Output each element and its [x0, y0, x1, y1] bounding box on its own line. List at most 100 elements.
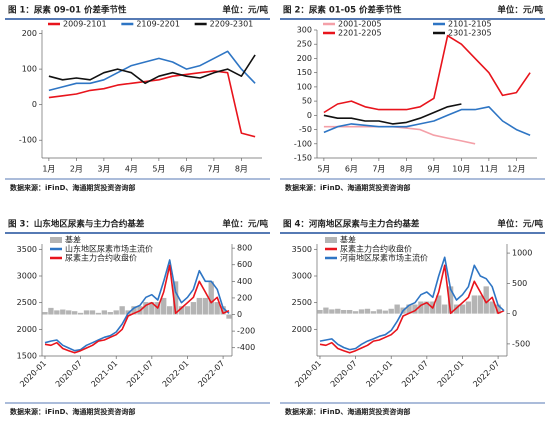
- legend-label: 山东地区尿素市场主流价: [65, 244, 153, 254]
- x-tick-label: 6月: [180, 165, 193, 174]
- y2-tick-label: -200: [237, 327, 255, 336]
- legend-label: 尿素主力合约收盘价: [340, 244, 412, 254]
- basis-bar: [364, 308, 371, 314]
- basis-bar: [447, 286, 454, 314]
- y-tick-label: 200: [297, 54, 312, 63]
- x-tick-label: 9月: [427, 165, 440, 174]
- basis-bar: [95, 312, 102, 315]
- x-tick-label: 2022-07: [196, 359, 226, 389]
- legend-label: 2301-2305: [448, 29, 492, 38]
- y-tick-label: -150: [294, 154, 312, 163]
- y2-tick-label: 200: [237, 293, 252, 302]
- basis-bar: [329, 309, 335, 314]
- basis-bar: [394, 304, 400, 314]
- y-tick-label: 250: [297, 40, 312, 49]
- legend-swatch: [325, 237, 337, 243]
- basis-bar: [202, 297, 208, 315]
- x-tick-label: 2022-07: [471, 359, 501, 389]
- x-tick-label: 6月: [345, 165, 358, 174]
- legend-label: 2009-2101: [63, 20, 107, 29]
- series-line: [44, 264, 230, 354]
- source-note: 数据来源：iFinD、海通期货投资咨询部: [285, 183, 410, 192]
- x-tick-label: 12月: [507, 165, 525, 174]
- y-tick-label: 3500: [17, 245, 37, 254]
- y-tick-label: 2000: [17, 325, 37, 334]
- chart-title: 图 3：山东地区尿素与主力合约基差: [8, 219, 145, 230]
- y2-tick-label: 1000: [512, 249, 532, 258]
- y-tick-label: 100: [22, 65, 37, 74]
- basis-bar: [131, 306, 137, 315]
- basis-bar: [178, 306, 185, 315]
- y2-tick-label: 500: [512, 279, 527, 288]
- y-tick-label: -100: [19, 136, 37, 145]
- basis-bar: [346, 309, 353, 314]
- basis-bar: [352, 311, 359, 314]
- basis-bar: [489, 301, 495, 314]
- y2-tick-label: 600: [237, 260, 252, 269]
- basis-bar: [323, 307, 329, 314]
- basis-bar: [382, 310, 388, 314]
- basis-bar: [107, 312, 113, 315]
- basis-bar: [424, 301, 430, 314]
- chart-title: 图 2：尿素 01-05 价差季节性: [283, 5, 402, 16]
- basis-bar: [172, 281, 179, 315]
- basis-bar: [60, 309, 66, 315]
- series-line: [48, 50, 256, 92]
- basis-bar: [214, 302, 220, 315]
- basis-bar: [143, 302, 149, 315]
- basis-bar: [335, 308, 341, 314]
- legend-label: 2101-2105: [448, 20, 492, 29]
- basis-bar: [42, 312, 48, 315]
- x-tick-label: 8月: [400, 165, 413, 174]
- basis-bar: [208, 281, 214, 315]
- basis-bar: [441, 304, 448, 314]
- basis-bar: [77, 312, 84, 315]
- y-tick-label: 200: [22, 29, 37, 38]
- basis-bar: [83, 310, 90, 315]
- basis-bar: [119, 306, 125, 315]
- legend-label: 2201-2205: [338, 29, 382, 38]
- y-tick-label: 1500: [17, 352, 37, 361]
- x-tick-label: 3月: [97, 165, 110, 174]
- x-tick-label: 2020-07: [54, 359, 84, 389]
- basis-bar: [388, 308, 394, 314]
- basis-bar: [483, 286, 489, 314]
- x-tick-label: 1月: [42, 165, 55, 174]
- basis-bar: [149, 302, 155, 315]
- x-tick-label: 2021-01: [364, 359, 394, 389]
- series-line: [323, 125, 476, 145]
- y-tick-label: 3000: [17, 272, 37, 281]
- basis-bar: [358, 309, 365, 314]
- basis-bar: [48, 307, 54, 315]
- y2-tick-label: 400: [237, 277, 252, 286]
- basis-bar: [161, 297, 167, 315]
- basis-bar: [71, 311, 78, 315]
- y2-tick-label: -500: [512, 339, 530, 348]
- series-line: [323, 106, 531, 136]
- unit-label: 单位：元/吨: [222, 219, 268, 230]
- series-line: [319, 256, 505, 351]
- basis-bar: [66, 310, 72, 315]
- x-tick-label: 5月: [152, 165, 165, 174]
- x-tick-label: 7月: [207, 165, 220, 174]
- y-tick-label: 50: [302, 97, 312, 106]
- y-tick-label: -50: [299, 125, 312, 134]
- basis-bar: [477, 295, 483, 314]
- x-tick-label: 2022-01: [436, 359, 466, 389]
- basis-bar: [376, 309, 383, 314]
- source-note: 数据来源：iFinD、海通期货投资咨询部: [10, 407, 135, 416]
- unit-label: 单位：元/吨: [497, 5, 543, 16]
- y-tick-label: 300: [297, 26, 312, 35]
- source-note: 数据来源：iFinD、海通期货投资咨询部: [285, 407, 410, 416]
- basis-bar: [370, 311, 377, 314]
- y-tick-label: 3000: [292, 272, 312, 281]
- basis-bar: [184, 306, 191, 315]
- y2-tick-label: 800: [237, 244, 252, 253]
- basis-bar: [113, 310, 119, 315]
- series-line: [323, 34, 531, 114]
- chart-title: 图 1：尿素 09-01 价差季节性: [8, 5, 127, 16]
- y2-tick-label: -400: [237, 343, 255, 352]
- x-tick-label: 2020-01: [18, 359, 48, 389]
- basis-bar: [465, 301, 472, 314]
- y-tick-label: 0: [307, 111, 312, 120]
